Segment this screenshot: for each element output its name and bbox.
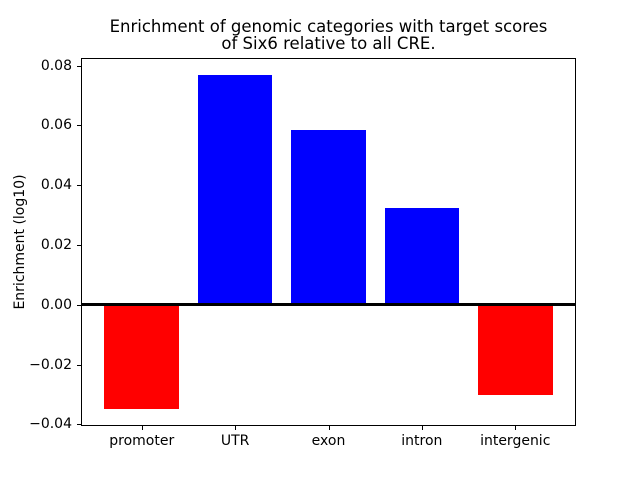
x-tick-label-intergenic: intergenic bbox=[480, 433, 551, 449]
y-tick-label: 0.08 bbox=[40, 57, 72, 74]
bar-promoter bbox=[104, 304, 180, 410]
y-tick bbox=[77, 125, 82, 127]
x-tick-intergenic bbox=[515, 425, 517, 430]
y-tick-label: 0.00 bbox=[40, 296, 72, 313]
y-tick bbox=[77, 65, 82, 67]
y-tick bbox=[77, 364, 82, 366]
y-tick bbox=[77, 185, 82, 187]
bar-exon bbox=[291, 129, 366, 305]
y-tick-label: 0.06 bbox=[40, 117, 72, 134]
y-tick-label: −0.04 bbox=[29, 416, 72, 433]
x-tick-label-exon: exon bbox=[311, 433, 346, 449]
bar-UTR bbox=[197, 75, 273, 305]
y-tick-label: −0.02 bbox=[29, 356, 72, 373]
y-tick-label: 0.04 bbox=[40, 177, 72, 194]
bar-intron bbox=[384, 208, 460, 305]
x-tick-intron bbox=[421, 425, 423, 430]
y-tick-label: 0.02 bbox=[40, 236, 72, 253]
bar-intergenic bbox=[477, 304, 553, 396]
x-tick-exon bbox=[328, 425, 330, 430]
x-tick-promoter bbox=[141, 425, 143, 430]
x-tick-UTR bbox=[235, 425, 237, 430]
zero-line bbox=[82, 303, 575, 307]
x-tick-label-intron: intron bbox=[401, 433, 443, 449]
y-tick bbox=[77, 424, 82, 426]
x-tick-label-promoter: promoter bbox=[109, 433, 175, 449]
y-tick bbox=[77, 244, 82, 246]
plot-area: promoter UTR exon intron intergenic 0.08 0.06 0… bbox=[29, 58, 576, 448]
y-tick bbox=[77, 304, 82, 306]
y-axis-label: Enrichment (log10) bbox=[12, 174, 28, 310]
x-tick-label-UTR: UTR bbox=[220, 433, 250, 449]
chart-title: Enrichment of genomic categories with ta… bbox=[109, 17, 548, 53]
